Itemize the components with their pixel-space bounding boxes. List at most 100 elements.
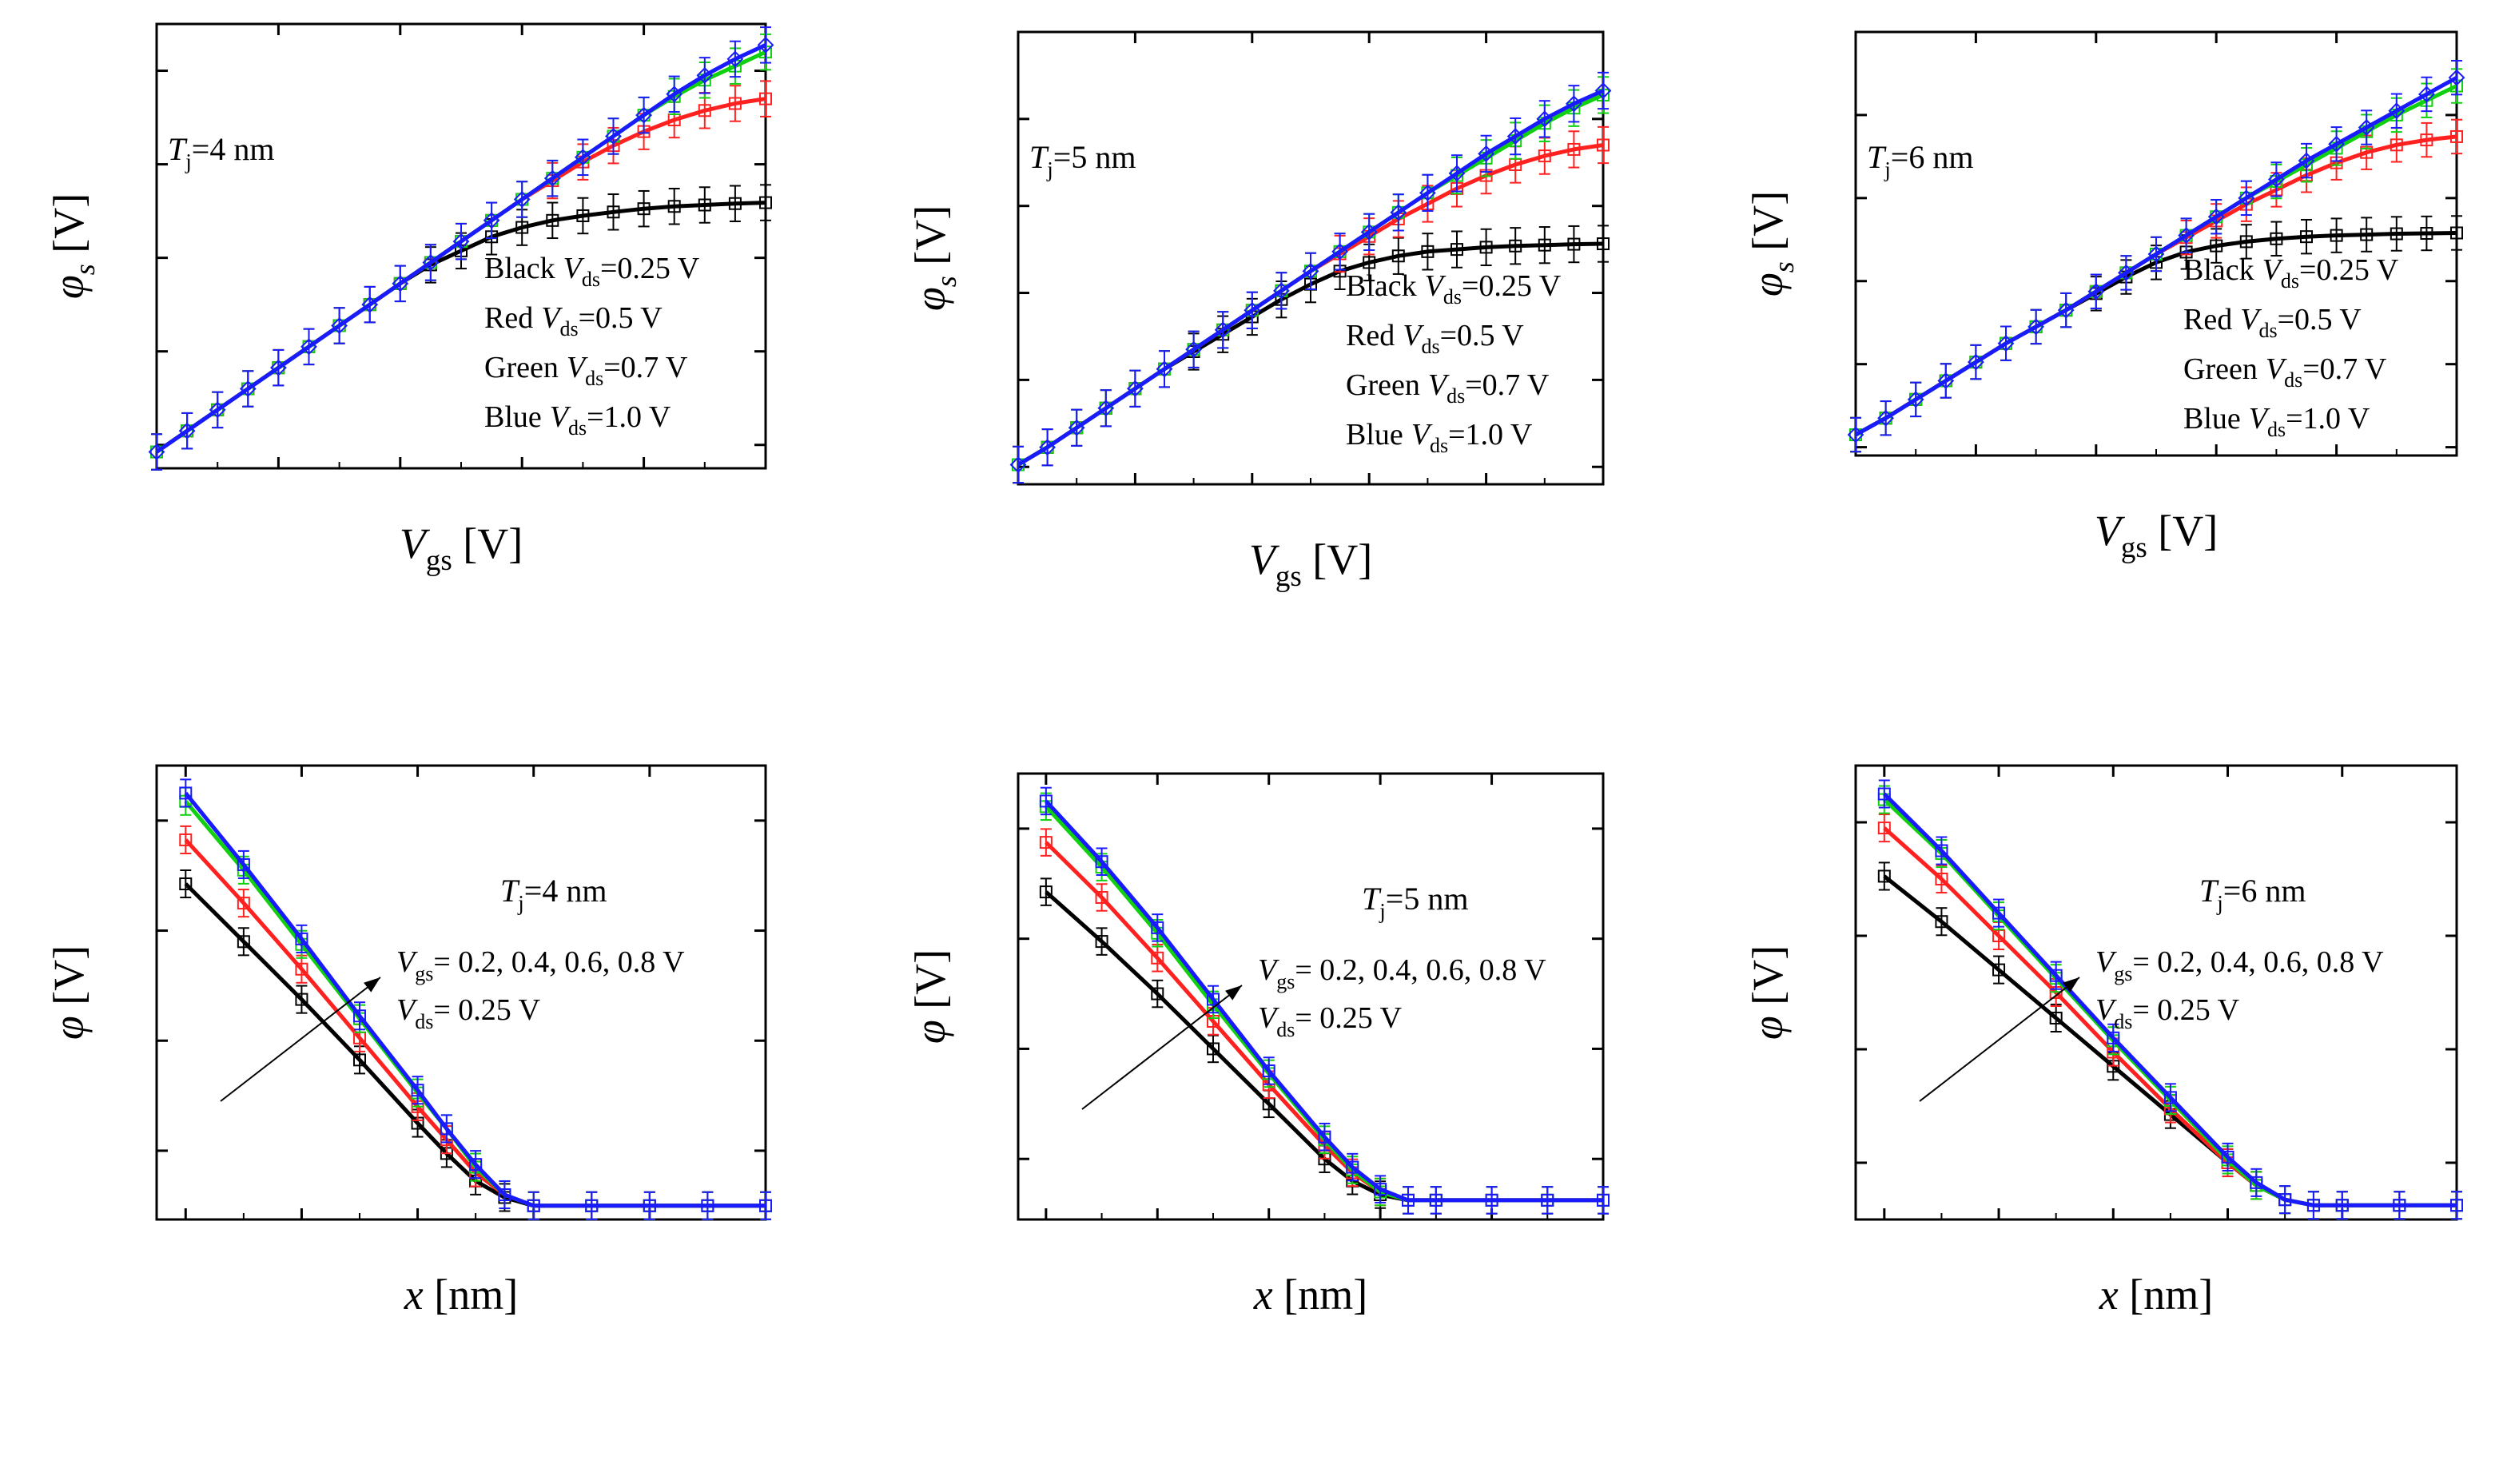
legend-color-name: Blue [1346, 418, 1403, 452]
data-point-diamond [2448, 69, 2465, 86]
y-axis-label: φ [V] [906, 949, 954, 1044]
param-label-main: T [500, 873, 520, 909]
arrow-label: Vgs= 0.2, 0.4, 0.6, 0.8 V [2095, 945, 2384, 985]
data-point-diamond [1185, 340, 1203, 358]
x-axis-label-rest: [V] [452, 519, 523, 567]
data-point-square [728, 197, 742, 210]
legend-sub: ds [2281, 269, 2299, 292]
x-axis-label: Vgs [V] [2095, 507, 2218, 564]
param-label-sub: j [2216, 891, 2223, 915]
data-point-square [1935, 844, 1948, 857]
data-point-diamond [1937, 372, 1955, 389]
y-axis-label-unit: [V] [1744, 945, 1792, 1016]
legend-color-name: Green [484, 351, 559, 384]
data-point-square [295, 993, 308, 1006]
x-axis-label-sub: gs [426, 544, 452, 577]
legend-sub: ds [2258, 319, 2277, 342]
data-point-square [637, 202, 651, 216]
param-label-main: T [1362, 881, 1382, 917]
data-point-diamond [2238, 189, 2255, 207]
vds-label-sub: ds [1276, 1018, 1295, 1041]
data-point-square [2335, 1199, 2349, 1212]
arrow-label-rest: = 0.2, 0.4, 0.6, 0.8 V [2132, 945, 2384, 979]
data-point-square [1095, 935, 1108, 949]
legend-sub: ds [1443, 285, 1462, 308]
data-point-square [2210, 239, 2223, 253]
data-point-square [2049, 1011, 2063, 1024]
data-point-square [295, 962, 308, 976]
legend-value: =0.5 V [579, 301, 663, 335]
legend-entry-3: Green Vds=0.7 V [2183, 352, 2387, 392]
data-point-diamond [635, 106, 653, 124]
data-point-diamond [269, 359, 287, 376]
data-point-square [2278, 1193, 2292, 1207]
y-axis-label: φ [V] [45, 945, 93, 1040]
y-axis-label-sub: s [930, 276, 962, 287]
data-point-diamond [605, 128, 622, 145]
data-point-square [2330, 229, 2343, 242]
data-point-diamond [757, 36, 774, 54]
data-point-diamond [1272, 282, 1290, 300]
data-point-diamond [1847, 426, 1864, 444]
y-axis-label-unit: [V] [45, 193, 93, 264]
data-point-square [1151, 921, 1164, 934]
legend-color-name: Black [484, 252, 555, 285]
y-axis-label-main: φ [906, 287, 954, 311]
legend-value: =0.7 V [2302, 352, 2387, 386]
data-point-diamond [2147, 245, 2165, 263]
data-point-diamond [178, 422, 196, 440]
legend-color-name: Blue [2183, 402, 2241, 436]
data-point-square [295, 932, 308, 945]
arrow-label-main: V [1258, 953, 1279, 987]
x-axis-label: x [nm] [2099, 1271, 2213, 1319]
data-point-square [1485, 1193, 1498, 1207]
data-point-square [1877, 822, 1891, 835]
data-point-diamond [1244, 301, 1261, 319]
y-axis-label-main: φ [1744, 1016, 1792, 1040]
legend-var: V [567, 351, 588, 384]
y-axis-label: φs [V] [45, 193, 101, 299]
vds-label: Vds= 0.25 V [2095, 993, 2240, 1033]
param-label: Tj=5 nm [1362, 881, 1468, 923]
data-point-square [1429, 1193, 1443, 1207]
y-axis-label: φ [V] [1744, 945, 1792, 1040]
data-point-diamond [2207, 208, 2225, 225]
arrow-head [1225, 985, 1242, 1001]
data-point-square [498, 1188, 511, 1202]
data-point-diamond [1302, 262, 1319, 280]
plot-frame-d [155, 764, 767, 1221]
data-point-diamond [361, 296, 379, 313]
legend-var: V [1425, 269, 1447, 303]
legend-var: V [2266, 352, 2287, 386]
data-point-square [1039, 794, 1053, 808]
legend-entry-4: Blue Vds=1.0 V [2183, 402, 2370, 441]
data-point-square [759, 92, 772, 105]
data-point-diamond [1390, 204, 1407, 221]
arrow-label-sub: gs [1276, 970, 1295, 993]
data-point-diamond [2028, 318, 2045, 336]
data-point-diamond [1448, 165, 1466, 182]
param-label-sub: j [517, 891, 524, 915]
data-point-square [440, 1122, 453, 1136]
data-point-square [1151, 951, 1164, 965]
legend-sub: ds [1430, 434, 1448, 457]
vds-label: Vds= 0.25 V [1258, 1001, 1403, 1041]
data-point-diamond [2298, 152, 2315, 169]
y-axis-label-unit: [V] [906, 205, 954, 276]
legend-entry-2: Red Vds=0.5 V [484, 301, 663, 340]
data-point-square [2250, 1176, 2263, 1189]
data-point-diamond [1997, 335, 2015, 352]
param-label-rest: =5 nm [1053, 139, 1136, 175]
data-point-square [237, 857, 250, 871]
data-point-square [1039, 885, 1053, 899]
vds-label-main: V [396, 993, 418, 1027]
data-point-square [546, 213, 559, 227]
data-point-square [2049, 969, 2063, 982]
vds-label-rest: = 0.25 V [2132, 993, 2239, 1027]
legend-sub: ds [568, 416, 587, 440]
legend-sub: ds [2284, 368, 2302, 392]
data-point-square [2300, 230, 2313, 244]
param-label-main: T [168, 131, 188, 167]
data-point-square [515, 221, 529, 234]
data-point-square [2393, 1199, 2406, 1212]
